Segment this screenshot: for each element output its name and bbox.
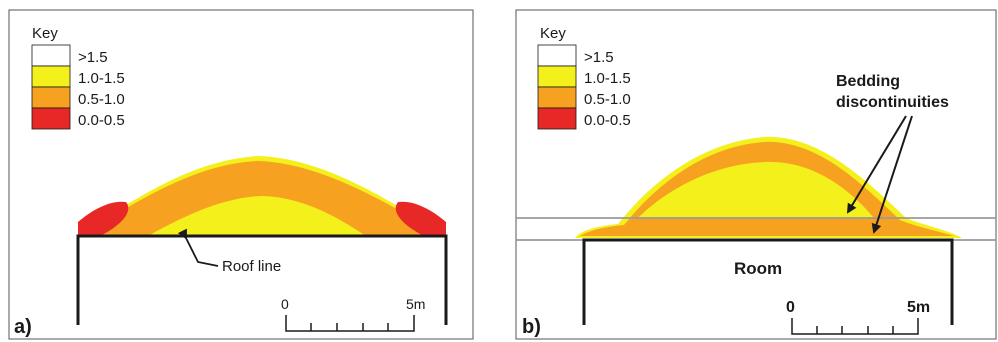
- legend-label-0-0-0-5: 0.0-0.5: [584, 112, 631, 129]
- panel-a: Key >1.5 1.0-1.5 0.5-1.0 0.0-0.5 Roof li…: [8, 9, 474, 340]
- panel-b-scale-start: 0: [786, 299, 795, 316]
- panel-a-band-0-0-0-5-left: [78, 201, 129, 236]
- panel-b-legend: >1.5 1.0-1.5 0.5-1.0 0.0-0.5: [537, 44, 631, 130]
- panel-a-scale-bar: 0 5m: [281, 296, 425, 332]
- panel-a-key-title: Key: [32, 25, 58, 42]
- panel-a-band-0-0-0-5-right: [395, 201, 446, 236]
- panel-b-room-outline: [582, 238, 954, 325]
- panel-b-bedding-arrow-lower: [871, 115, 913, 234]
- panel-b-bedding-label-line2: discontinuities: [836, 94, 949, 111]
- legend-swatch-1-0-1-5: [537, 65, 577, 88]
- panel-b: Key >1.5 1.0-1.5 0.5-1.0 0.0-0.5 Bedding…: [515, 9, 997, 340]
- panel-b-scale-bar: 0 5m: [786, 299, 930, 335]
- panel-b-bedding-label-line1: Bedding: [836, 73, 900, 90]
- legend-swatch-0-0-0-5: [31, 107, 71, 130]
- legend-swatch-0-0-0-5: [537, 107, 577, 130]
- legend-label-0-0-0-5: 0.0-0.5: [78, 112, 125, 129]
- legend-swatch-0-5-1-0: [537, 86, 577, 109]
- panel-a-scale-end: 5m: [406, 296, 425, 312]
- panel-b-label: b): [522, 316, 541, 338]
- legend-label-0-5-1-0: 0.5-1.0: [584, 91, 631, 108]
- legend-swatch-above-1-5: [537, 44, 577, 67]
- panel-a-room-outline: [76, 234, 448, 325]
- legend-swatch-above-1-5: [31, 44, 71, 67]
- panel-b-bedding-arrow-upper: [846, 115, 907, 214]
- panel-a-legend: >1.5 1.0-1.5 0.5-1.0 0.0-0.5: [31, 44, 125, 130]
- legend-label-1-0-1-5: 1.0-1.5: [78, 70, 125, 87]
- panel-b-scale-end: 5m: [907, 299, 930, 316]
- panel-a-roof-arrow: [177, 228, 219, 267]
- panel-b-room-label: Room: [734, 259, 782, 278]
- legend-label-1-0-1-5: 1.0-1.5: [584, 70, 631, 87]
- panel-a-scale-start: 0: [281, 296, 289, 312]
- panel-a-band-1-0-1-5-inner: [148, 196, 366, 236]
- legend-label-above-1-5: >1.5: [78, 49, 108, 66]
- panel-b-key-title: Key: [540, 25, 566, 42]
- legend-label-above-1-5: >1.5: [584, 49, 614, 66]
- panel-a-label: a): [14, 316, 32, 338]
- legend-swatch-1-0-1-5: [31, 65, 71, 88]
- panel-a-roof-label: Roof line: [222, 258, 281, 275]
- legend-swatch-0-5-1-0: [31, 86, 71, 109]
- panel-b-band-1-0-1-5-inner: [638, 161, 874, 218]
- legend-label-0-5-1-0: 0.5-1.0: [78, 91, 125, 108]
